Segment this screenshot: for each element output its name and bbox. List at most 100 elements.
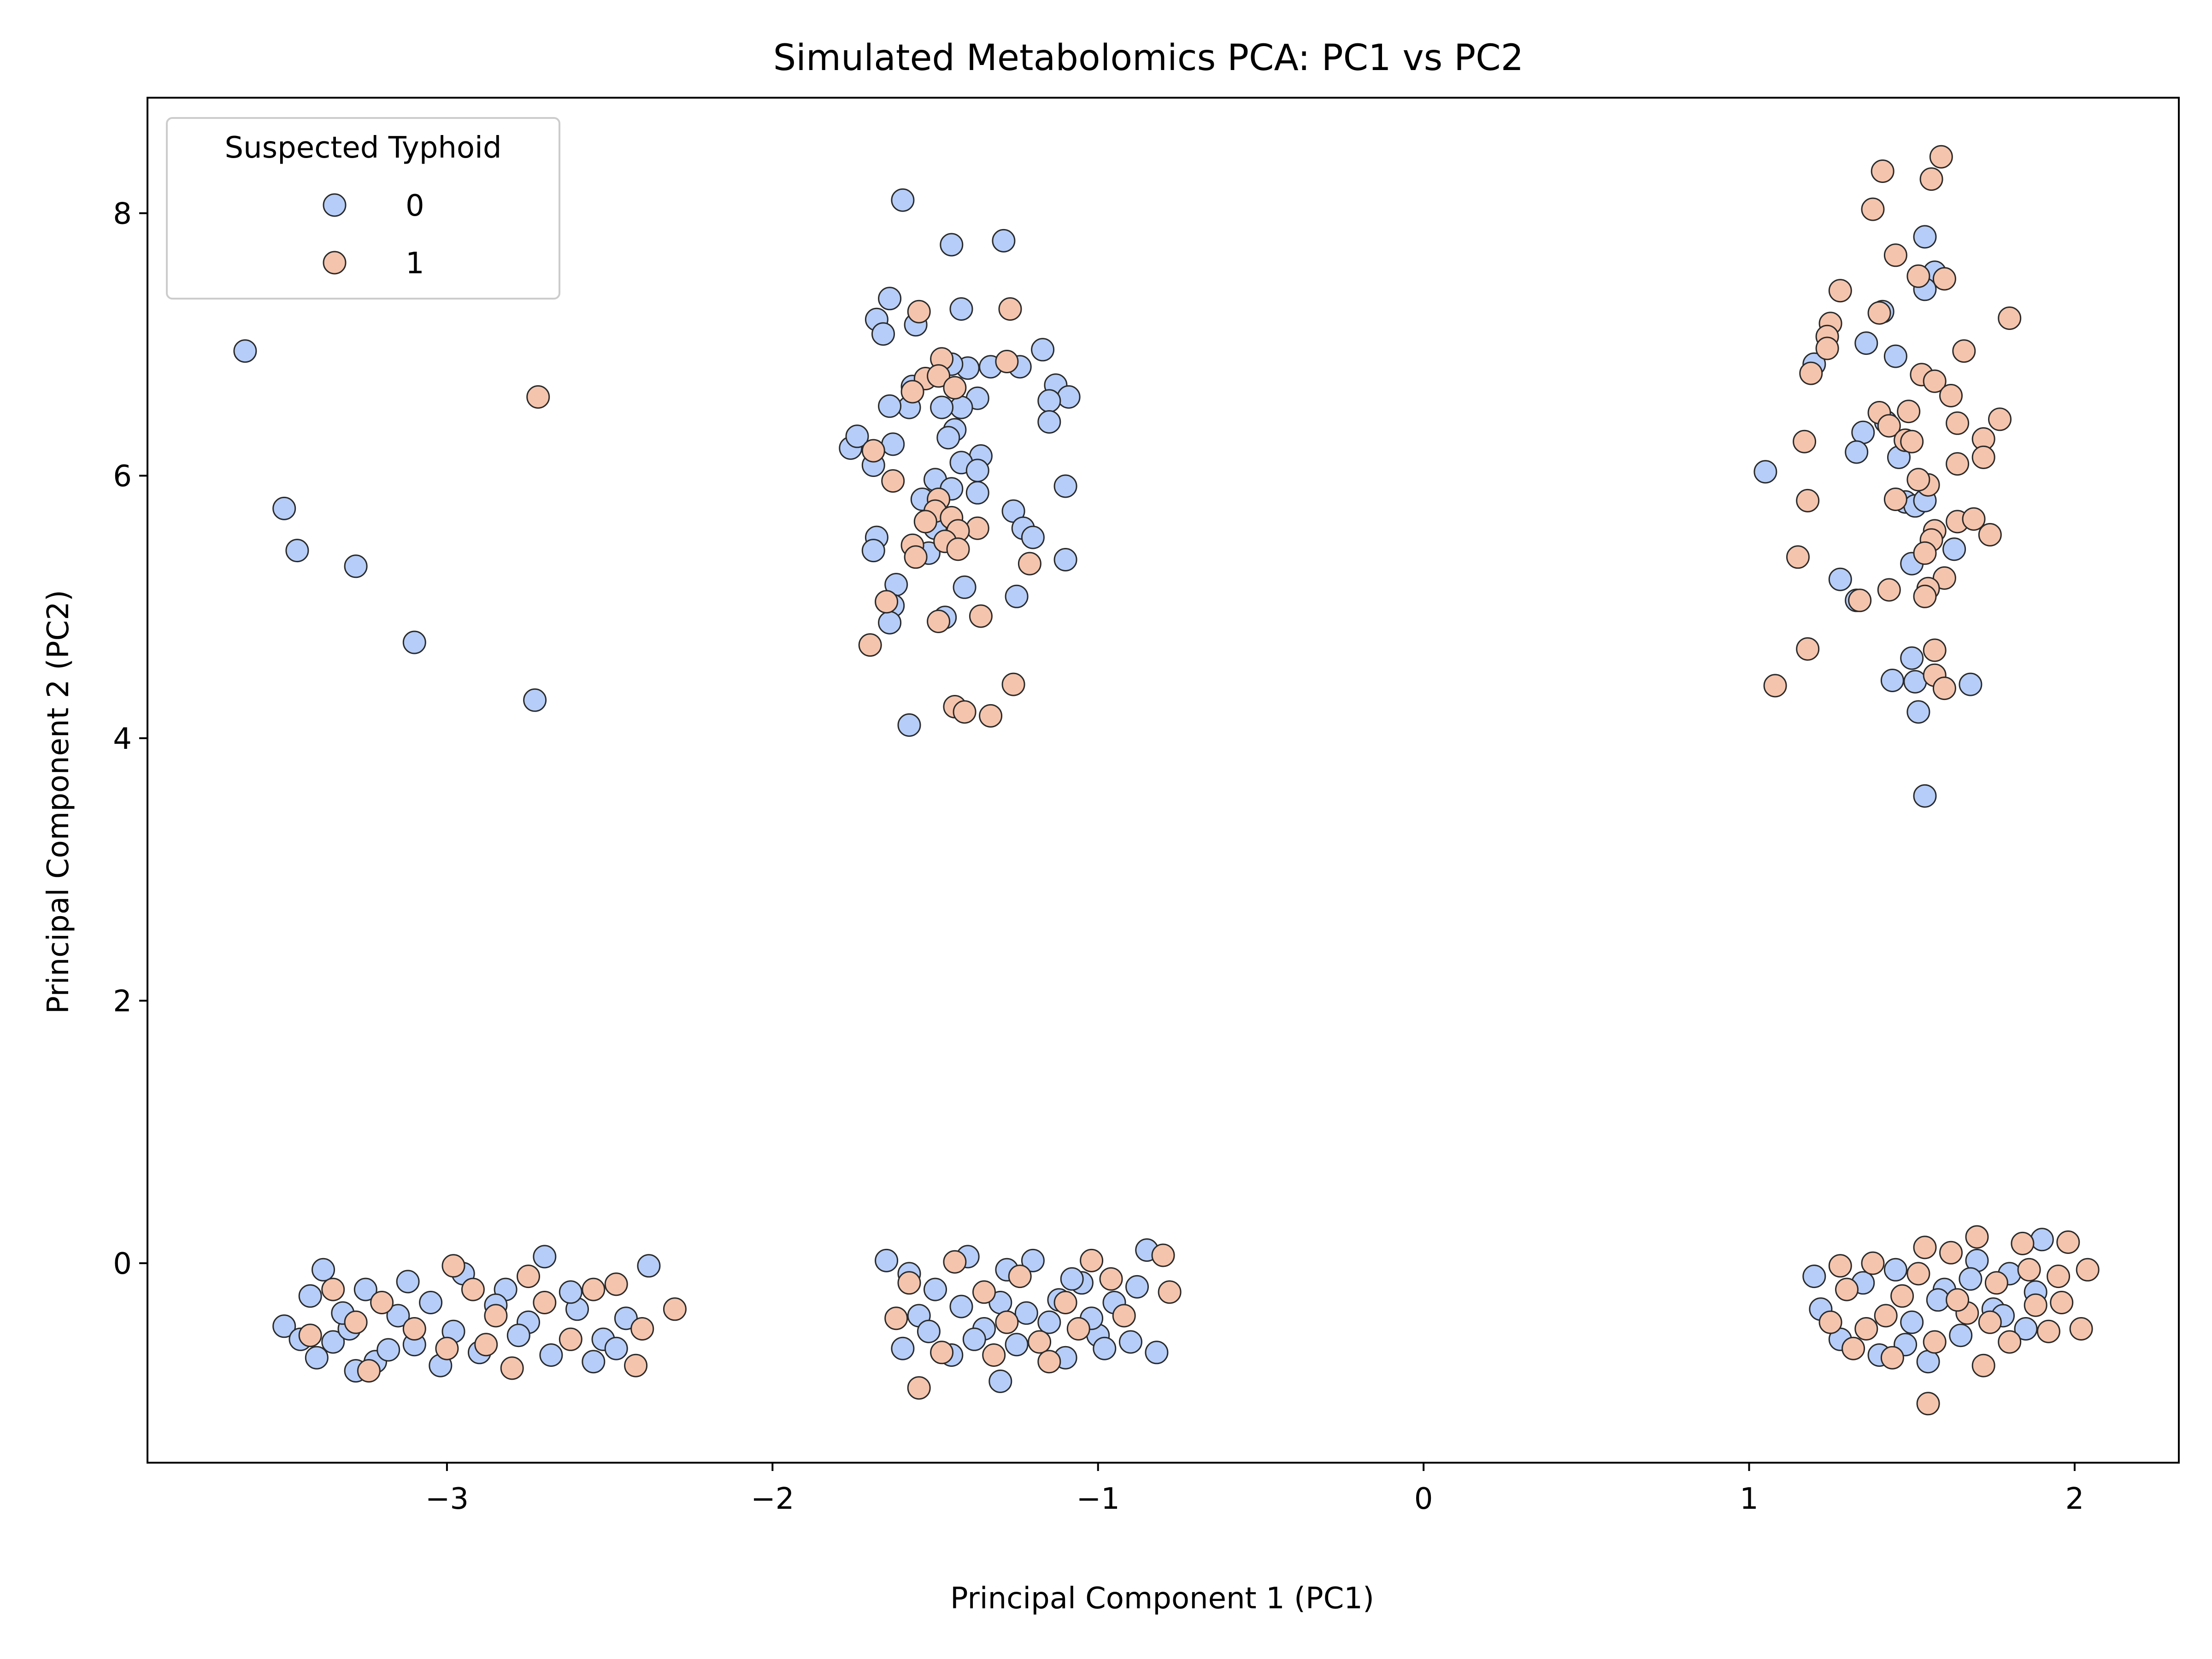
data-point-class-1 bbox=[474, 1333, 498, 1357]
data-point-class-1 bbox=[500, 1356, 524, 1380]
data-point-class-0 bbox=[878, 611, 902, 635]
data-point-class-1 bbox=[321, 1277, 345, 1301]
data-point-class-1 bbox=[930, 1341, 954, 1365]
data-point-class-0 bbox=[312, 1258, 335, 1282]
data-point-class-0 bbox=[965, 481, 989, 505]
data-point-class-0 bbox=[936, 426, 960, 450]
data-point-class-0 bbox=[1906, 700, 1930, 724]
data-point-class-1 bbox=[943, 376, 967, 400]
data-point-class-1 bbox=[517, 1265, 540, 1288]
data-point-class-0 bbox=[1021, 525, 1045, 549]
data-point-class-0 bbox=[321, 1330, 345, 1354]
data-point-class-0 bbox=[1959, 1267, 1983, 1291]
data-point-class-1 bbox=[904, 545, 928, 569]
data-point-class-1 bbox=[298, 1324, 322, 1347]
data-point-class-0 bbox=[1031, 338, 1055, 362]
data-point-class-0 bbox=[949, 395, 973, 419]
data-point-class-1 bbox=[1984, 1271, 2008, 1295]
data-point-class-1 bbox=[1906, 1262, 1930, 1286]
data-point-class-1 bbox=[604, 1272, 628, 1296]
data-point-class-1 bbox=[907, 1376, 931, 1400]
data-point-class-0 bbox=[878, 394, 902, 418]
chart-title: Simulated Metabolomics PCA: PC1 vs PC2 bbox=[773, 37, 1524, 79]
data-point-class-0 bbox=[1037, 389, 1061, 413]
data-point-class-1 bbox=[1897, 400, 1921, 424]
data-point-class-0 bbox=[1145, 1341, 1169, 1365]
data-point-class-0 bbox=[539, 1343, 563, 1367]
data-point-class-1 bbox=[998, 297, 1022, 321]
data-point-class-0 bbox=[1916, 1350, 1940, 1374]
data-point-class-0 bbox=[992, 229, 1016, 253]
data-point-class-0 bbox=[962, 1327, 986, 1351]
data-point-class-0 bbox=[953, 575, 977, 599]
data-point-class-1 bbox=[1916, 1392, 1940, 1416]
data-point-class-0 bbox=[940, 233, 964, 257]
data-point-class-0 bbox=[402, 630, 426, 654]
data-point-class-1 bbox=[2076, 1258, 2100, 1282]
data-point-class-1 bbox=[1978, 1310, 2002, 1334]
legend-label-0: 0 bbox=[406, 189, 424, 223]
data-point-class-0 bbox=[965, 459, 989, 482]
ticks-layer: −3 −2 −1 0 1 2 0 2 4 6 8 bbox=[113, 197, 2084, 1516]
data-point-class-1 bbox=[1158, 1280, 1182, 1304]
legend-label-1: 1 bbox=[406, 247, 424, 281]
data-point-class-1 bbox=[1871, 159, 1894, 183]
data-point-class-0 bbox=[1900, 646, 1924, 670]
data-point-class-1 bbox=[858, 633, 882, 657]
data-point-class-0 bbox=[924, 1277, 947, 1301]
data-point-class-1 bbox=[2047, 1265, 2071, 1288]
x-tick-label: −3 bbox=[425, 1482, 469, 1516]
data-point-class-0 bbox=[604, 1336, 628, 1360]
data-point-class-1 bbox=[526, 385, 550, 409]
data-point-class-1 bbox=[2056, 1230, 2080, 1254]
data-point-class-0 bbox=[1005, 584, 1029, 608]
plot-frame bbox=[147, 97, 2180, 1464]
data-point-class-1 bbox=[1018, 552, 1041, 576]
data-point-class-0 bbox=[305, 1346, 329, 1370]
data-point-class-1 bbox=[1053, 1291, 1077, 1314]
data-point-class-1 bbox=[1906, 468, 1930, 492]
data-point-class-0 bbox=[272, 496, 296, 520]
data-point-class-0 bbox=[353, 1277, 377, 1301]
data-point-class-1 bbox=[1890, 1284, 1914, 1308]
data-point-class-1 bbox=[1939, 1241, 1963, 1265]
data-point-class-1 bbox=[624, 1353, 648, 1377]
data-point-class-1 bbox=[907, 300, 931, 324]
data-point-class-0 bbox=[533, 1245, 557, 1269]
data-point-class-0 bbox=[1753, 460, 1777, 484]
data-point-class-0 bbox=[386, 1304, 410, 1328]
data-point-class-1 bbox=[1786, 545, 1810, 569]
data-point-class-0 bbox=[845, 424, 869, 448]
x-tick-label: 2 bbox=[2065, 1482, 2084, 1516]
data-point-class-1 bbox=[533, 1291, 557, 1314]
y-tick-label: 0 bbox=[113, 1247, 132, 1281]
data-point-class-1 bbox=[1796, 637, 1820, 661]
data-point-class-1 bbox=[370, 1291, 394, 1314]
data-point-class-1 bbox=[1988, 407, 2012, 431]
legend-marker-1 bbox=[323, 251, 347, 275]
data-point-class-1 bbox=[1854, 1317, 1878, 1341]
data-point-class-0 bbox=[506, 1324, 530, 1347]
data-point-class-1 bbox=[1923, 1330, 1947, 1354]
data-point-class-0 bbox=[1802, 1265, 1826, 1288]
x-tick-label: −2 bbox=[751, 1482, 794, 1516]
x-tick-label: −1 bbox=[1077, 1482, 1120, 1516]
data-point-class-0 bbox=[1021, 1248, 1045, 1272]
data-point-class-1 bbox=[630, 1317, 654, 1341]
data-point-class-0 bbox=[1883, 1258, 1907, 1282]
data-point-class-0 bbox=[298, 1284, 322, 1308]
data-point-class-1 bbox=[1906, 264, 1930, 288]
data-point-class-0 bbox=[1057, 385, 1081, 409]
data-point-class-1 bbox=[1971, 1353, 1995, 1377]
data-point-class-1 bbox=[1874, 1304, 1898, 1328]
data-point-class-1 bbox=[1962, 507, 1986, 531]
data-point-class-0 bbox=[891, 1336, 915, 1360]
data-point-class-0 bbox=[1959, 672, 1983, 696]
data-point-class-1 bbox=[2069, 1317, 2093, 1341]
data-point-class-1 bbox=[1978, 523, 2002, 547]
data-point-class-1 bbox=[972, 1280, 996, 1304]
data-point-class-1 bbox=[1861, 197, 1885, 221]
data-point-class-0 bbox=[637, 1254, 661, 1278]
data-point-class-1 bbox=[881, 469, 905, 493]
